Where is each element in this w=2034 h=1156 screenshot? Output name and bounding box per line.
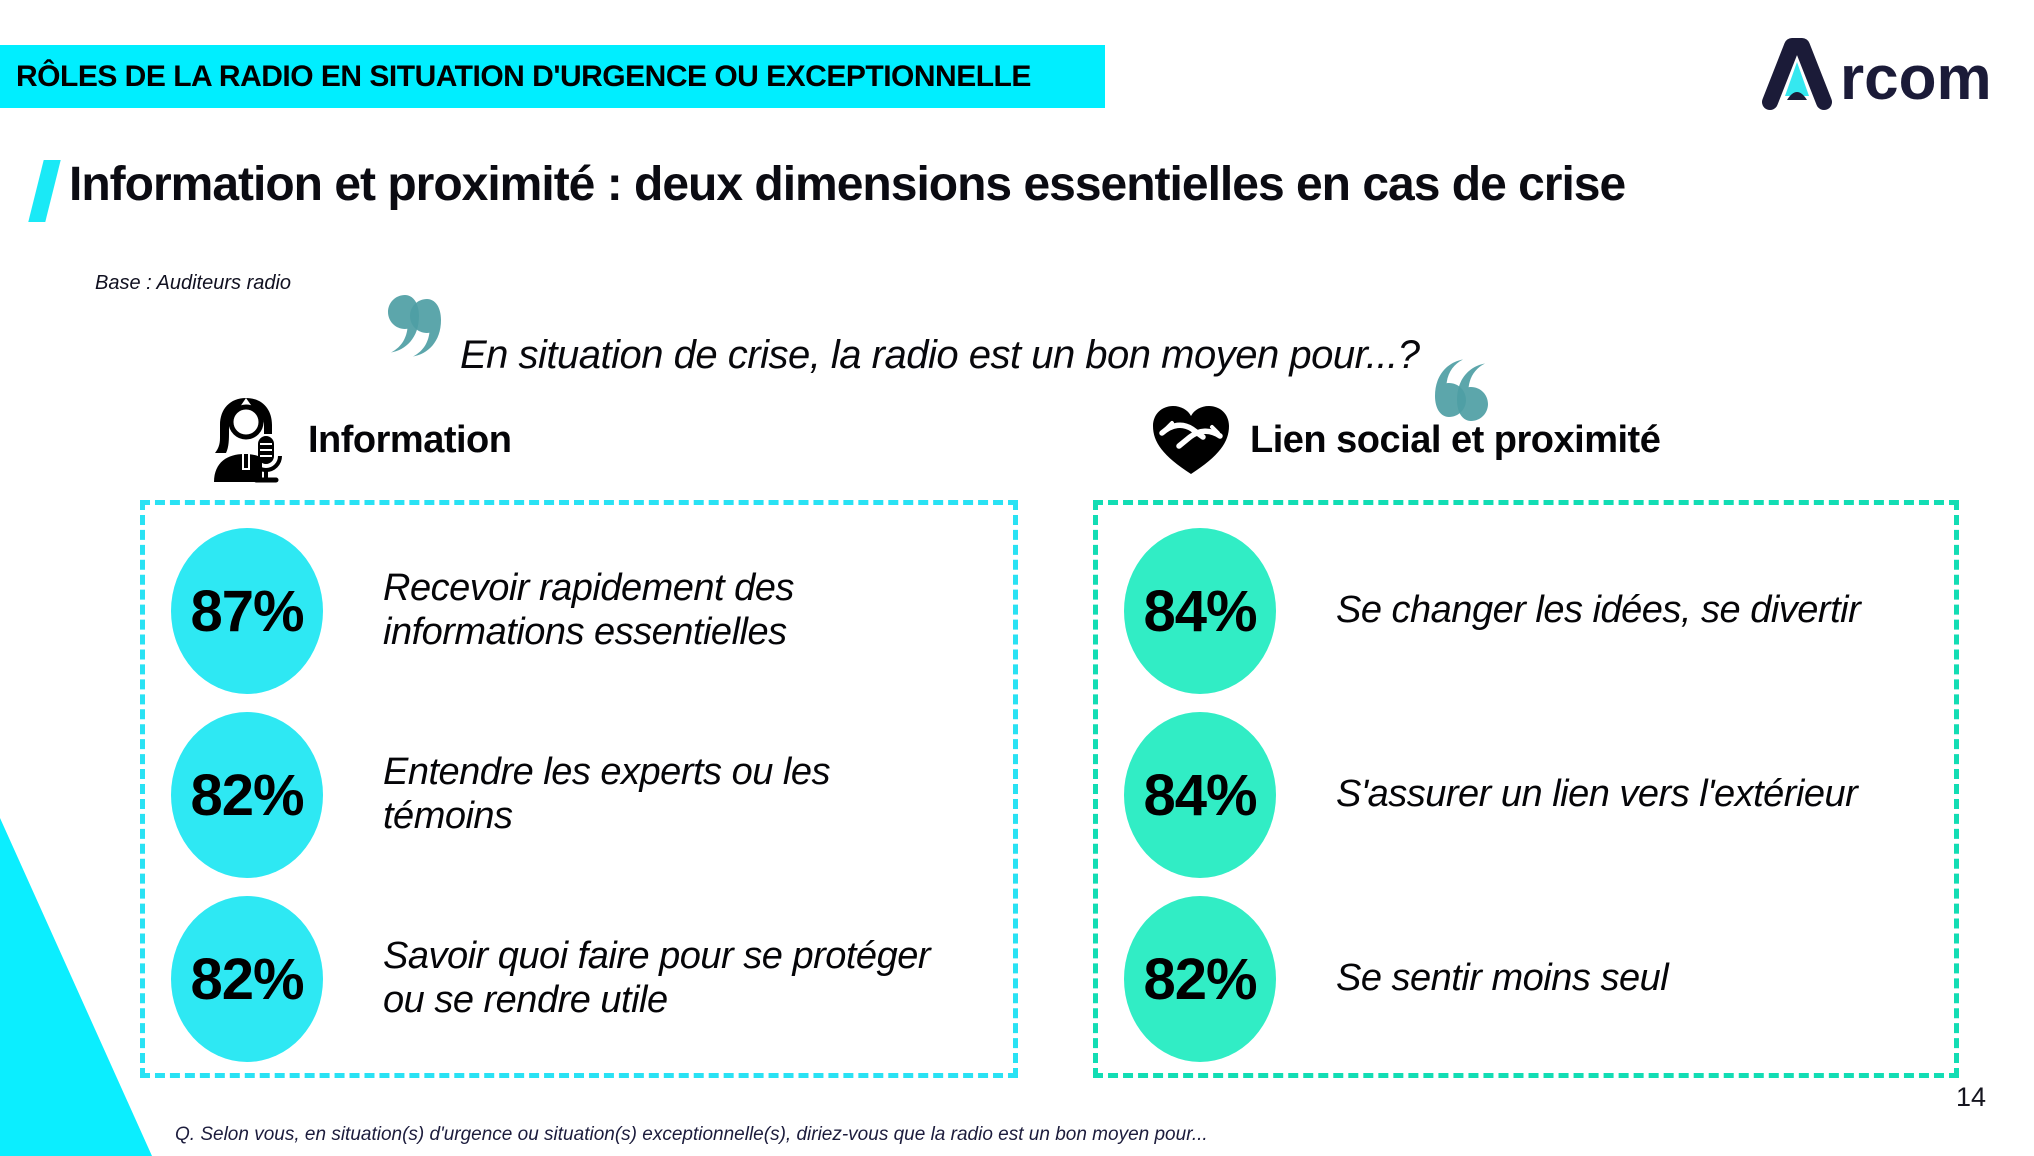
- heart-in-hands-icon: [1153, 406, 1229, 474]
- information-column-header: Information: [206, 396, 512, 484]
- stat-label: Savoir quoi faire pour se protéger ou se…: [383, 935, 931, 1021]
- stat-value-circle: 82%: [171, 712, 323, 878]
- lien-social-stat-box: 84% Se changer les idées, se divertir 84…: [1093, 500, 1959, 1078]
- survey-footnote: Q. Selon vous, en situation(s) d'urgence…: [175, 1124, 1208, 1145]
- base-note: Base : Auditeurs radio: [95, 272, 292, 294]
- stat-value: 82%: [190, 946, 304, 1012]
- title-accent-slash-icon: [28, 160, 61, 222]
- stat-label: Entendre les experts ou les témoins: [383, 751, 831, 837]
- stat-label: Se changer les idées, se divertir: [1336, 589, 1861, 632]
- stat-row: 84% S'assurer un lien vers l'extérieur: [1124, 703, 1954, 887]
- page-number: 14: [1956, 1082, 1987, 1112]
- closing-quote-icon: [1434, 359, 1488, 421]
- stat-row: 84% Se changer les idées, se divertir: [1124, 519, 1954, 703]
- kicker-text: RÔLES DE LA RADIO EN SITUATION D'URGENCE…: [16, 59, 1031, 93]
- information-column-title: Information: [308, 418, 512, 461]
- stat-label: Se sentir moins seul: [1336, 957, 1669, 1000]
- arcom-logo: rcom: [1756, 34, 1992, 112]
- stat-label: Recevoir rapidement des informations ess…: [383, 567, 794, 653]
- stat-value-circle: 84%: [1124, 712, 1276, 878]
- arcom-wordmark: rcom: [1840, 44, 1992, 113]
- lien-social-column-header: Lien social et proximité: [1150, 396, 1661, 484]
- survey-question-text: En situation de crise, la radio est un b…: [460, 333, 1420, 377]
- stat-label: S'assurer un lien vers l'extérieur: [1336, 773, 1858, 816]
- slide-kicker-banner: RÔLES DE LA RADIO EN SITUATION D'URGENCE…: [0, 45, 1105, 108]
- stat-row: 82% Entendre les experts ou les témoins: [171, 703, 1013, 887]
- news-anchor-microphone-icon: [214, 398, 282, 483]
- stat-value: 84%: [1143, 578, 1257, 644]
- stat-value-circle: 82%: [1124, 896, 1276, 1062]
- information-stat-box: 87% Recevoir rapidement des informations…: [140, 500, 1018, 1078]
- stat-value: 84%: [1143, 762, 1257, 828]
- stat-value-circle: 87%: [171, 528, 323, 694]
- stat-value: 87%: [190, 578, 304, 644]
- title-row: Information et proximité : deux dimensio…: [28, 158, 1626, 222]
- stat-value-circle: 84%: [1124, 528, 1276, 694]
- stat-row: 87% Recevoir rapidement des informations…: [171, 519, 1013, 703]
- stat-value: 82%: [1143, 946, 1257, 1012]
- stat-value-circle: 82%: [171, 896, 323, 1062]
- decorative-corner-triangle: [0, 818, 152, 1156]
- arcom-a-icon: [1762, 38, 1832, 110]
- survey-question: En situation de crise, la radio est un b…: [388, 293, 1496, 425]
- slide-title: Information et proximité : deux dimensio…: [69, 158, 1626, 211]
- lien-social-column-title: Lien social et proximité: [1250, 418, 1661, 461]
- stat-row: 82% Savoir quoi faire pour se protéger o…: [171, 887, 1013, 1071]
- stat-value: 82%: [190, 762, 304, 828]
- opening-quote-icon: [388, 295, 441, 357]
- stat-row: 82% Se sentir moins seul: [1124, 887, 1954, 1071]
